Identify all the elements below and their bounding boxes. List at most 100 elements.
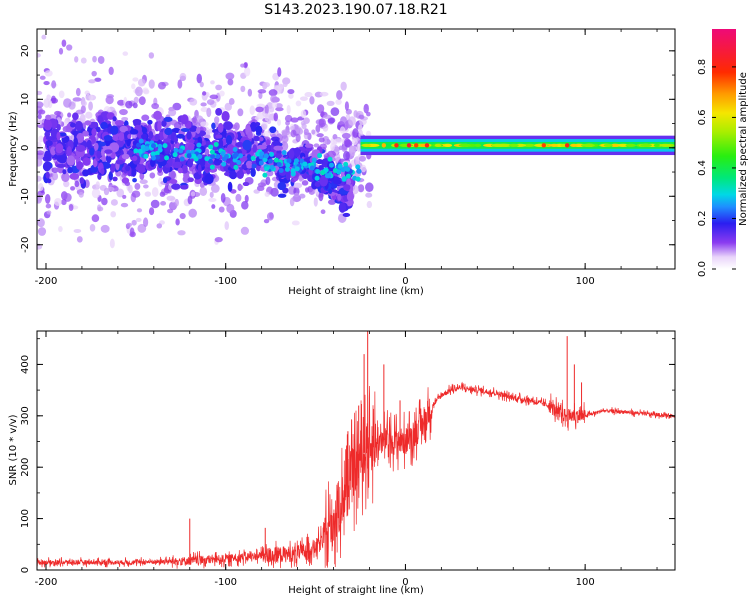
spectrogram-cell xyxy=(75,144,86,152)
spectrogram-cell xyxy=(132,102,138,109)
spectrogram-cell xyxy=(114,120,125,126)
spectrogram-cell xyxy=(151,102,160,110)
spectrogram-cell xyxy=(249,105,256,116)
snr-series xyxy=(37,331,675,569)
spectrogram-cell xyxy=(273,112,279,122)
spectrogram-cell xyxy=(157,120,162,132)
stable-band-peak xyxy=(508,143,519,147)
x-tick-label: 100 xyxy=(576,577,595,588)
spectrogram-cell xyxy=(51,167,59,174)
stable-band-peak xyxy=(361,143,372,147)
spectrogram-cell xyxy=(272,140,281,147)
stable-band-hotspot xyxy=(424,143,430,148)
spectrogram-cell xyxy=(200,102,207,107)
spectrogram-cell xyxy=(150,151,156,157)
spectrogram-cell xyxy=(262,157,268,163)
spectrogram-cell xyxy=(249,121,257,132)
spectrogram-cell xyxy=(157,147,163,153)
spectrogram-cell xyxy=(227,78,234,86)
spectrogram-cell xyxy=(97,206,104,212)
spectrogram-cell xyxy=(322,114,332,119)
spectrogram-cell xyxy=(164,155,170,161)
spectrogram-cell xyxy=(69,172,80,180)
x-tick-label: 0 xyxy=(402,577,408,588)
spectrogram-cell xyxy=(366,200,373,209)
spectrogram-cell xyxy=(340,116,347,125)
spectrogram-cell xyxy=(257,182,266,188)
colorbar-ticks: 0.0 0.2 0.4 0.6 0.8 xyxy=(697,59,736,277)
stable-band-hotspot xyxy=(394,143,399,148)
spectrogram-cell xyxy=(333,138,343,144)
spectrogram-cell xyxy=(273,145,284,151)
spectrogram-cell xyxy=(100,121,109,130)
spectrogram-cell xyxy=(187,143,195,151)
spectrogram-cell xyxy=(63,180,70,188)
spectrogram-cell xyxy=(44,70,53,77)
stable-band-peak xyxy=(444,143,453,147)
spectrogram-cell xyxy=(135,190,140,197)
spectrogram-cell xyxy=(235,193,242,202)
y-tick-label: 300 xyxy=(20,406,31,425)
spectrogram-cell xyxy=(336,169,342,175)
spectrogram-cell xyxy=(88,101,93,111)
spectrogram-cell xyxy=(72,130,78,136)
spectrogram-cell xyxy=(342,212,351,217)
spectrogram-cell xyxy=(100,224,110,233)
spectrogram-cell xyxy=(91,214,100,223)
spectrogram-cell xyxy=(341,176,347,182)
spectrogram-cell xyxy=(211,122,216,130)
spectrogram-cell xyxy=(351,138,358,146)
spectrogram-cell xyxy=(360,164,367,173)
spectrogram-cell xyxy=(61,199,67,206)
colorbar-gradient xyxy=(712,29,736,269)
spectrogram-cell xyxy=(141,114,150,121)
spectrogram-cell xyxy=(199,156,206,168)
spectrogram-cell xyxy=(225,72,235,80)
spectrogram-x-label: Height of straight line (km) xyxy=(288,286,424,297)
spectrogram-cell xyxy=(318,191,324,202)
spectrogram-cell xyxy=(132,77,139,82)
snr-x-ticks: -200 -100 0 100 xyxy=(35,331,658,588)
spectrogram-frame xyxy=(36,28,676,270)
spectrogram-cell xyxy=(221,156,227,162)
spectrogram-cell xyxy=(58,226,63,233)
spectrogram-cell xyxy=(337,163,343,169)
spectrogram-cell xyxy=(74,56,79,63)
spectrogram-cell xyxy=(296,128,304,135)
spectrogram-cell xyxy=(138,138,144,144)
spectrogram-cell xyxy=(213,159,222,166)
spectrogram-cell xyxy=(211,204,216,209)
x-tick-label: -100 xyxy=(214,276,237,287)
spectrogram-cell xyxy=(250,167,256,177)
spectrogram-cell xyxy=(243,62,248,69)
spectrogram-cell xyxy=(42,161,51,172)
spectrogram-cell xyxy=(37,109,46,115)
colorbar-label: Normalized spectral amplitude xyxy=(738,72,749,226)
spectrogram-cell xyxy=(57,156,67,164)
spectrogram-cell xyxy=(108,66,114,76)
spectrogram-cell xyxy=(137,78,146,87)
spectrogram-cell xyxy=(173,147,179,153)
spectrogram-cell xyxy=(37,218,45,228)
spectrogram-cell xyxy=(332,179,342,185)
spectrogram-cell xyxy=(221,110,230,122)
spectrogram-cell xyxy=(84,90,90,96)
spectrogram-cell xyxy=(88,79,96,84)
spectrogram-cell xyxy=(210,153,216,159)
spectrogram-cell xyxy=(355,176,361,182)
spectrogram-cell xyxy=(275,107,284,112)
spectrogram-cell xyxy=(50,146,57,156)
stable-band-peak xyxy=(474,143,482,147)
spectrogram-cell xyxy=(287,89,295,95)
spectrogram-cell xyxy=(364,104,369,110)
spectrogram-cell xyxy=(84,120,92,126)
spectrogram-cell xyxy=(250,155,256,161)
spectrogram-cell xyxy=(273,157,279,163)
spectrogram-cell xyxy=(37,101,44,108)
spectrogram-cell xyxy=(38,182,44,191)
spectrogram-cell xyxy=(56,163,66,168)
spectrogram-cell xyxy=(335,99,342,105)
spectrogram-cell xyxy=(208,128,214,134)
spectrogram-cell xyxy=(151,155,157,161)
spectrogram-cell xyxy=(121,177,130,184)
